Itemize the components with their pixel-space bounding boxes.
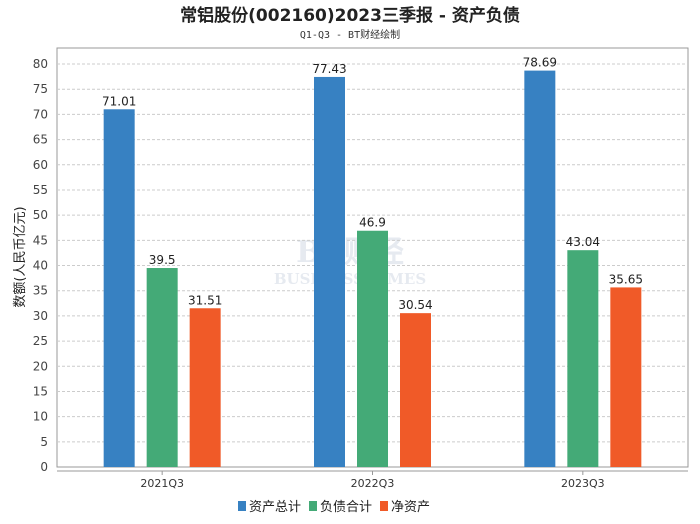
bar-2023Q3-负债合计 (567, 250, 599, 467)
legend-item-资产总计[interactable]: 资产总计 (238, 500, 301, 515)
legend-swatch (238, 501, 246, 511)
bar-2022Q3-负债合计 (357, 230, 388, 467)
bar-2023Q3-资产总计 (524, 70, 556, 468)
data-label: 77.43 (312, 62, 346, 76)
legend-swatch (309, 501, 317, 511)
watermark: BT财经 BUSINESS TIMES (274, 235, 426, 288)
legend-label: 负债合计 (320, 500, 372, 515)
legend-label: 资产总计 (249, 500, 301, 515)
y-tick-label: 5 (40, 435, 48, 449)
y-tick-label: 50 (33, 208, 48, 222)
bar-2023Q3-净资产 (610, 287, 642, 467)
y-tick-label: 25 (33, 334, 48, 348)
y-tick-label: 75 (33, 82, 48, 96)
x-tick-label: 2022Q3 (351, 477, 395, 490)
data-label: 46.9 (359, 216, 386, 230)
bar-2022Q3-净资产 (400, 313, 431, 467)
data-label: 35.65 (609, 272, 643, 286)
watermark-sub: BUSINESS TIMES (274, 270, 426, 288)
y-tick-label: 55 (33, 183, 48, 197)
data-label: 71.01 (102, 94, 136, 108)
data-label: 31.51 (188, 293, 222, 307)
chart-title: 常铝股份(002160)2023三季报 - 资产负债 (180, 5, 520, 26)
bar-2021Q3-资产总计 (103, 109, 135, 468)
legend-item-负债合计[interactable]: 负债合计 (309, 500, 372, 515)
data-label: 30.54 (398, 298, 432, 312)
y-tick-label: 65 (33, 133, 48, 147)
y-tick-label: 20 (33, 359, 48, 373)
bar-2022Q3-资产总计 (314, 76, 345, 467)
y-tick-label: 10 (33, 410, 48, 424)
data-label: 78.69 (523, 56, 557, 70)
legend-swatch (380, 501, 388, 511)
y-tick-label: 80 (33, 57, 48, 71)
y-tick-label: 35 (33, 284, 48, 298)
y-tick-label: 40 (33, 259, 48, 273)
bar-2021Q3-净资产 (189, 308, 221, 467)
y-tick-label: 30 (33, 309, 48, 323)
y-tick-label: 0 (40, 460, 48, 474)
legend-label: 净资产 (391, 500, 430, 515)
y-tick-label: 70 (33, 107, 48, 121)
chart-subtitle: Q1-Q3 - BT财经绘制 (300, 28, 400, 41)
x-tick-label: 2023Q3 (561, 477, 605, 490)
y-tick-label: 15 (33, 384, 48, 398)
data-label: 43.04 (566, 235, 600, 249)
y-tick-label: 45 (33, 233, 48, 247)
y-tick-label: 60 (33, 158, 48, 172)
legend-item-净资产[interactable]: 净资产 (380, 500, 430, 515)
y-axis-label: 数额(人民币亿元) (13, 206, 28, 307)
bar-2021Q3-负债合计 (146, 268, 178, 467)
data-label: 39.5 (149, 253, 176, 267)
x-tick-label: 2021Q3 (140, 477, 184, 490)
